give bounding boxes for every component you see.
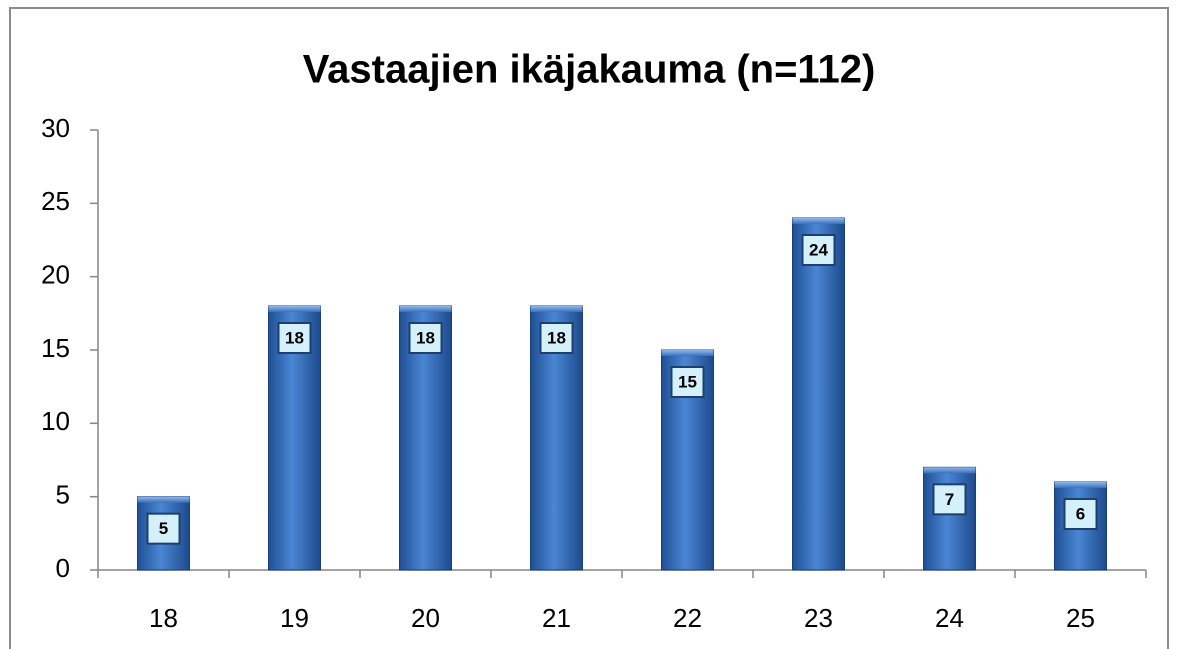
y-tick-label: 30 [41,113,70,143]
data-label-box [539,322,574,354]
data-label: 18 [547,328,566,347]
data-label-box [932,483,967,516]
chart-title: Vastaajien ikäjakauma (n=112) [303,48,876,92]
data-label-box [277,322,312,354]
y-tick-label: 10 [41,406,70,436]
bar-cap [923,467,976,474]
data-label: 18 [285,328,304,347]
bar-cap [399,306,452,312]
x-tick-label: 21 [542,603,571,633]
bar-cap [137,496,190,503]
x-tick-label: 20 [411,603,440,633]
data-label-box [408,322,443,354]
data-label: 24 [809,240,828,259]
data-label-box [146,512,181,545]
data-label: 7 [945,490,954,509]
bar-cap [268,306,321,312]
bar-cap [661,350,714,356]
bar [661,349,714,571]
bar-cap [792,218,845,224]
bar [792,217,845,571]
data-label: 18 [416,328,435,347]
data-label: 15 [678,372,697,391]
x-tick-label: 23 [804,603,833,633]
x-tick-label: 22 [673,603,702,633]
y-tick-label: 5 [56,480,70,510]
y-tick-label: 20 [41,260,70,290]
y-tick-label: 0 [56,553,70,583]
data-label: 6 [1076,504,1085,523]
bar-cap [1054,482,1107,488]
x-tick-label: 24 [935,603,964,633]
y-tick-label: 25 [41,186,70,216]
x-tick-label: 25 [1066,603,1095,633]
data-label-box [1063,498,1098,530]
data-label-box [670,366,705,398]
y-tick-label: 15 [41,333,70,363]
x-tick-label: 18 [149,603,178,633]
x-tick-label: 19 [280,603,309,633]
bar [923,466,976,571]
data-label: 5 [159,519,168,538]
bar-cap [530,306,583,312]
data-label-box [801,234,836,266]
